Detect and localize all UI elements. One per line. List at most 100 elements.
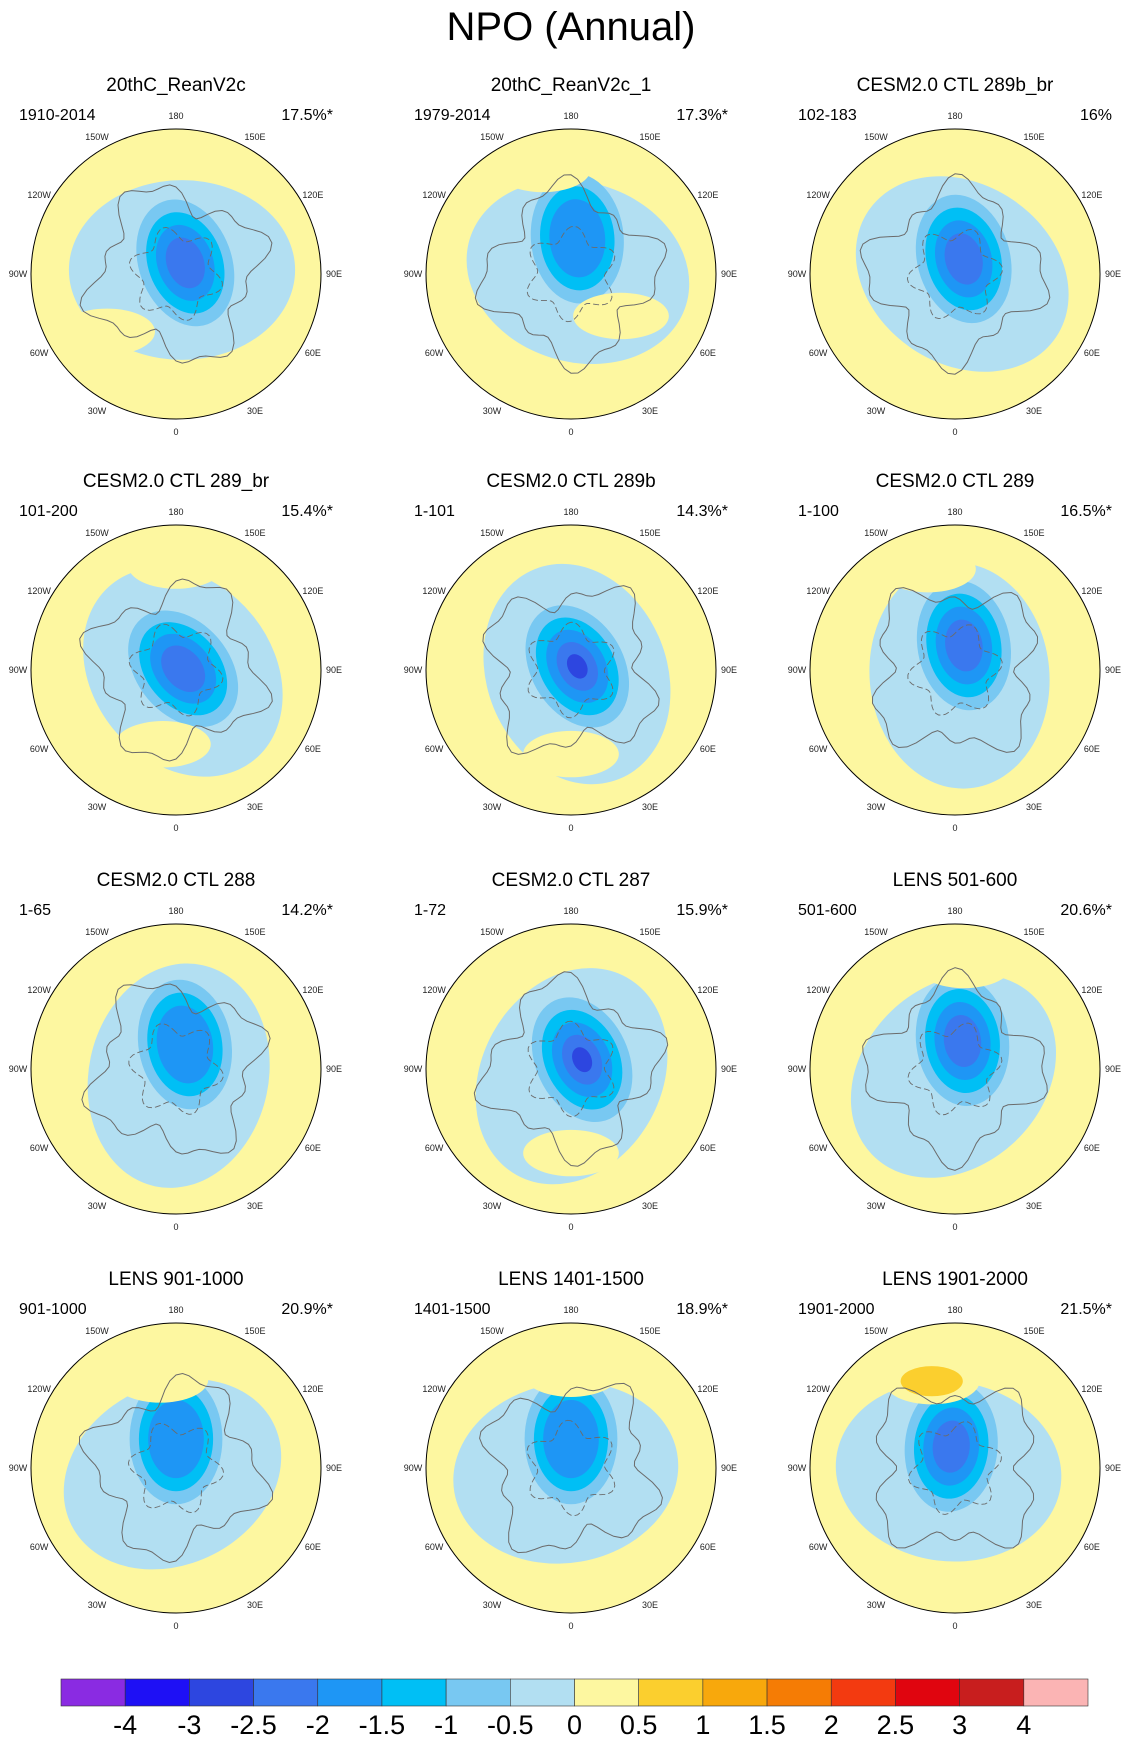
longitude-label: 120W	[806, 190, 830, 200]
longitude-label: 120E	[697, 1384, 718, 1394]
panel-title: CESM2.0 CTL 289b_br	[857, 75, 1054, 96]
longitude-label: 30W	[483, 802, 502, 812]
longitude-label: 30W	[867, 1201, 886, 1211]
longitude-label: 120E	[1081, 586, 1102, 596]
panel-variance: 16.5%*	[1060, 503, 1112, 520]
longitude-label: 0	[568, 1621, 573, 1631]
longitude-label: 150E	[640, 132, 661, 142]
panel-title: 20thC_ReanV2c_1	[491, 75, 652, 96]
longitude-label: 90E	[721, 1463, 737, 1473]
coastline-inner	[907, 1022, 1003, 1116]
colorbar-tick-label: -2	[306, 1710, 330, 1738]
negative-anomaly-contour	[165, 237, 205, 289]
longitude-label: 30E	[642, 1600, 658, 1610]
longitude-label: 180	[563, 111, 578, 121]
negative-anomaly-contour	[549, 199, 606, 278]
colorbar-swatch	[60, 1678, 126, 1707]
longitude-label: 30W	[88, 406, 107, 416]
longitude-label: 90E	[1105, 665, 1121, 675]
longitude-label: 180	[563, 507, 578, 517]
negative-anomaly-contour	[543, 1399, 599, 1479]
longitude-label: 30E	[1026, 1201, 1042, 1211]
map-boundary	[425, 923, 717, 1215]
colorbar-tick-label: -4	[113, 1710, 137, 1738]
longitude-label: 180	[947, 507, 962, 517]
panel-variance: 16%	[1080, 107, 1112, 124]
panel-period: 901-1000	[19, 1301, 87, 1318]
panel-title: LENS 1901-2000	[882, 1269, 1028, 1290]
longitude-label: 90W	[9, 1064, 28, 1074]
positive-anomaly-contour	[900, 1366, 963, 1397]
longitude-label: 30W	[483, 406, 502, 416]
longitude-label: 90E	[721, 665, 737, 675]
longitude-label: 30E	[642, 802, 658, 812]
map-panel: 180 150W 150E 120W 120E 90W 90E 60W 60E 30W 30E 0 LE…	[404, 1269, 737, 1631]
longitude-label: 150W	[85, 1326, 109, 1336]
map-boundary	[30, 1322, 322, 1614]
coastline	[473, 971, 669, 1167]
map-boundary	[425, 1322, 717, 1614]
longitude-label: 90W	[788, 269, 807, 279]
longitude-label: 180	[947, 111, 962, 121]
longitude-label: 120W	[27, 190, 51, 200]
colorbar-swatch	[510, 1678, 575, 1707]
map-panel: 180 150W 150E 120W 120E 90W 90E 60W 60E 30W 30E 0 CE…	[9, 870, 342, 1232]
longitude-label: 30W	[867, 802, 886, 812]
longitude-label: 60W	[809, 744, 828, 754]
colorbar-swatch	[830, 1678, 896, 1707]
panel-variance: 20.6%*	[1060, 902, 1112, 919]
map-panel: 180 150W 150E 120W 120E 90W 90E 60W 60E 30W 30E 0 LE…	[788, 870, 1121, 1232]
positive-anomaly-contour	[523, 730, 619, 778]
longitude-label: 30E	[1026, 1600, 1042, 1610]
positive-anomaly-contour	[523, 1129, 619, 1177]
positive-anomaly-contour	[59, 308, 155, 355]
longitude-label: 120E	[697, 586, 718, 596]
coastline	[78, 1372, 274, 1564]
longitude-label: 150W	[480, 132, 504, 142]
longitude-label: 30E	[247, 802, 263, 812]
longitude-label: 0	[568, 823, 573, 833]
longitude-label: 180	[168, 1305, 183, 1315]
panel-period: 1-72	[414, 902, 446, 919]
colorbar-tick-label: 3	[952, 1710, 967, 1738]
panel-period: 102-183	[798, 107, 857, 124]
longitude-label: 0	[952, 1222, 957, 1232]
longitude-label: 60W	[425, 744, 444, 754]
longitude-label: 0	[173, 823, 178, 833]
longitude-label: 120E	[302, 985, 323, 995]
longitude-label: 150E	[1024, 132, 1045, 142]
positive-anomaly-contour	[128, 542, 224, 589]
colorbar-swatch	[445, 1678, 511, 1707]
longitude-label: 150W	[864, 927, 888, 937]
map-boundary	[425, 524, 717, 816]
longitude-label: 150W	[85, 132, 109, 142]
map-panel: 180 150W 150E 120W 120E 90W 90E 60W 60E 30W 30E 0 20…	[9, 75, 342, 437]
map-panel: 180 150W 150E 120W 120E 90W 90E 60W 60E 30W 30E 0 CE…	[788, 75, 1121, 437]
longitude-label: 60W	[809, 1143, 828, 1153]
longitude-label: 120E	[697, 985, 718, 995]
map-panel: 180 150W 150E 120W 120E 90W 90E 60W 60E 30W 30E 0 20…	[404, 75, 737, 437]
longitude-label: 120W	[806, 1384, 830, 1394]
longitude-label: 150W	[864, 528, 888, 538]
coastline	[479, 1382, 663, 1554]
longitude-label: 150E	[640, 1326, 661, 1336]
negative-anomaly-contour	[161, 645, 206, 693]
colorbar-swatch	[317, 1678, 383, 1707]
longitude-label: 120E	[1081, 190, 1102, 200]
coastline-inner	[526, 225, 616, 323]
longitude-label: 150W	[864, 1326, 888, 1336]
coastline-inner	[127, 1422, 225, 1514]
longitude-label: 150E	[1024, 1326, 1045, 1336]
longitude-label: 30W	[867, 1600, 886, 1610]
longitude-label: 90E	[326, 1064, 342, 1074]
panel-period: 1-65	[19, 902, 51, 919]
colorbar-swatch	[638, 1678, 704, 1707]
panel-title: LENS 501-600	[893, 870, 1018, 891]
panel-variance: 14.2%*	[281, 902, 333, 919]
longitude-label: 90W	[404, 1463, 423, 1473]
longitude-label: 90W	[9, 1463, 28, 1473]
map-boundary	[30, 128, 322, 420]
longitude-label: 150W	[85, 528, 109, 538]
colorbar-swatch	[702, 1678, 768, 1707]
